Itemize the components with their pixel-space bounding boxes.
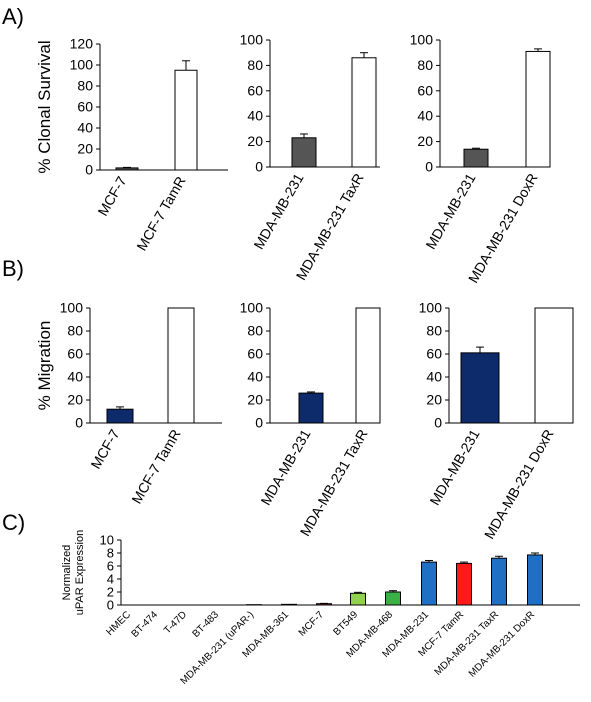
category-label-c: MCF-7 [297,609,327,639]
y-tick-label-c: 4 [107,572,114,587]
category-label-c: HMEC [105,609,134,638]
category-label-c: BT-483 [191,609,222,640]
bar-b1 [167,307,195,424]
y-tick-label-a3: 60 [417,82,433,98]
y-tick-label-b1: 60 [67,346,83,362]
category-label-c: MDA-MB-231 DoxR [467,609,537,679]
y-tick-label-a2: 60 [247,82,263,98]
y-tick-label-a1: 40 [77,120,93,136]
bar-b3 [534,307,574,424]
bar-b2 [355,307,381,424]
y-tick-label-b2: 40 [247,369,263,385]
bar-a1 [115,167,139,171]
bar-c [281,603,297,606]
y-tick-label-c: 6 [107,559,114,574]
y-axis-title-b1: % Migration [35,321,54,411]
bar-c [385,591,401,606]
y-tick-label-a2: 0 [255,159,263,175]
y-tick-label-a1: 0 [85,162,93,178]
y-tick-label-c: 8 [107,546,114,561]
y-tick-label-b2: 0 [255,415,263,431]
y-tick-label-b3: 60 [426,346,442,362]
category-label-c: MDA-MB-231 TaxR [433,609,502,678]
panel-label-b: B) [2,256,24,281]
y-tick-label-b2: 20 [247,392,263,408]
y-tick-label-a2: 100 [240,32,264,48]
bar-a2 [351,57,377,168]
y-tick-label-b2: 60 [247,346,263,362]
category-label-c: T-47D [162,609,189,636]
bar-c [350,592,366,606]
bar-c [456,562,472,606]
bar-c [527,554,543,606]
category-label-a3: MDA-MB-231 DoxR [465,171,541,286]
category-label-b3: MDA-MB-231 [426,426,482,508]
y-tick-label-b3: 80 [426,323,442,339]
y-tick-label-a3: 100 [410,32,434,48]
bar-a2 [291,137,317,168]
y-tick-label-a1: 60 [77,99,93,115]
y-axis-title-c: Normalized [61,545,73,601]
y-tick-label-c: 2 [107,585,114,600]
category-label-a2: MDA-MB-231 [250,170,306,252]
y-tick-label-b2: 80 [247,323,263,339]
panel-label-c: C) [2,510,25,535]
bar-c [316,603,332,606]
y-tick-label-c: 0 [107,598,114,613]
y-tick-label-b3: 40 [426,369,442,385]
y-tick-label-b1: 80 [67,323,83,339]
bar-c [491,557,507,606]
bar-b2 [298,392,324,424]
y-tick-label-a3: 0 [425,159,433,175]
y-axis-title-c: uPAR Expression [74,530,86,615]
y-tick-label-a3: 80 [417,57,433,73]
category-label-b2: MDA-MB-231 [257,426,313,508]
y-tick-label-c: 10 [100,533,114,548]
category-label-b1: MCF-7 [87,426,122,471]
category-label-a3: MDA-MB-231 [422,170,478,252]
y-tick-label-b1: 0 [75,415,83,431]
y-tick-label-b1: 20 [67,392,83,408]
bar-a1 [174,69,198,171]
y-tick-label-b3: 100 [419,300,443,316]
y-tick-label-a2: 40 [247,108,263,124]
category-label-c: BT-474 [130,609,161,640]
y-tick-label-b3: 20 [426,392,442,408]
y-tick-label-a1: 80 [77,78,93,94]
category-label-c: BT549 [332,609,361,638]
y-tick-label-b2: 100 [240,300,264,316]
category-label-a1: MCF-7 TamR [133,174,188,254]
category-label-b1: MCF-7 TamR [128,427,183,507]
bar-b3 [460,352,500,424]
y-tick-label-a3: 20 [417,133,433,149]
y-tick-label-b1: 100 [60,300,84,316]
y-tick-label-a1: 20 [77,141,93,157]
y-tick-label-a1: 120 [70,36,94,52]
panel-label-a: A) [2,4,24,29]
bar-b1 [106,408,134,424]
category-label-a1: MCF-7 [94,173,129,218]
bar-a3 [525,50,551,168]
category-label-a2: MDA-MB-231 TaxR [293,171,367,283]
category-label-b3: MDA-MB-231 DoxR [481,427,557,542]
y-tick-label-a3: 40 [417,108,433,124]
y-tick-label-a1: 100 [70,57,94,73]
bar-c [421,561,437,606]
y-axis-title-a1: % Clonal Survival [35,40,54,173]
y-tick-label-a2: 20 [247,133,263,149]
y-tick-label-b3: 0 [434,415,442,431]
y-tick-label-b1: 40 [67,369,83,385]
y-tick-label-a2: 80 [247,57,263,73]
bar-a3 [463,148,489,168]
